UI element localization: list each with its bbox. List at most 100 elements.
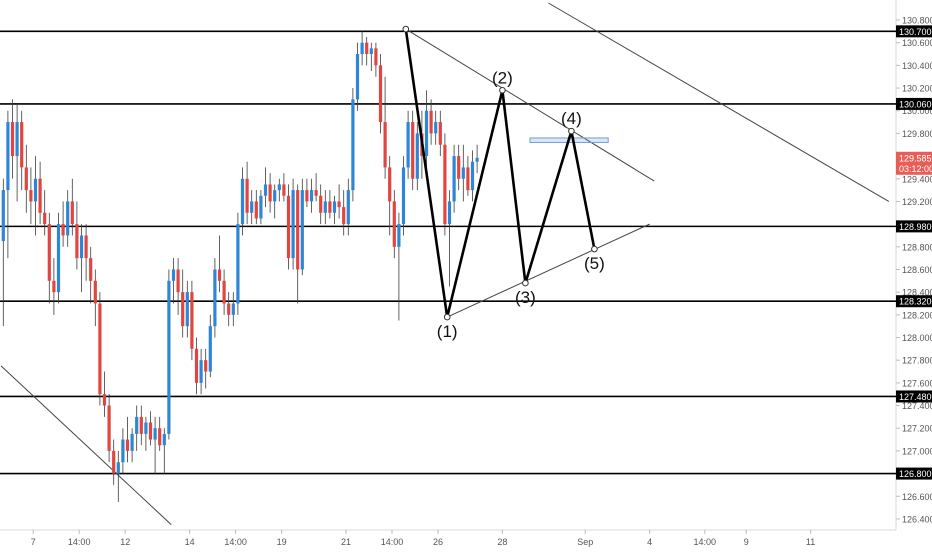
candle-body [411,122,415,179]
pattern-point [443,313,451,321]
candle-body [461,167,465,179]
level-badge-label: 130.060 [899,99,932,109]
candle-body [328,201,332,213]
x-tick-label: 14:00 [68,537,91,547]
candle-body [98,303,102,395]
x-tick-label: 14:00 [694,537,717,547]
candle-body [397,224,401,247]
candle-body [434,122,438,134]
candle-body [135,416,139,434]
candle-body [167,280,171,434]
pattern-label: (1) [437,322,458,341]
y-tick-label: 127.000 [902,446,932,456]
candle-body [406,122,410,168]
candle-body [263,184,268,196]
candle-body [245,178,249,213]
candle-body [323,201,327,213]
candle-body [158,428,162,446]
candle-body [185,292,189,327]
candle-body [56,224,61,293]
candle-body [314,190,318,196]
candle-body [240,178,245,225]
candle-body [360,42,364,55]
candle-body [457,156,461,179]
y-tick-label: 130.600 [902,38,932,48]
level-badge [896,467,932,480]
candle-body [10,122,15,157]
x-tick-label: 14:00 [224,537,247,547]
candle-body [52,280,56,293]
candle-body [383,122,387,168]
candle-body [24,167,28,191]
candle-body [332,201,337,213]
y-tick-label: 128.600 [902,265,932,275]
candle-body [79,235,84,259]
candle-body [388,167,392,202]
level-badge-label: 126.800 [899,469,932,479]
candle-body [107,405,111,451]
horizontal-levels [0,30,896,475]
wave-pattern: (1) (2) (3) (4) (5) [402,25,605,341]
candle-body [112,450,116,474]
trendline [446,223,650,318]
x-tick-label: 19 [277,537,287,547]
pattern-point [522,279,529,287]
candle-body [254,201,258,219]
candle-body [300,190,304,270]
pattern-point [402,25,410,33]
candle-body [102,394,107,406]
candle-body [199,360,203,383]
x-tick-label: 9 [744,537,749,547]
candle-body [429,110,433,134]
x-axis[interactable]: 7 14:00 12 14 14:00 19 21 14:00 26 28 Sep 4 14:00 9 11 [31,530,816,547]
y-tick-label: 128.400 [902,288,932,298]
candle-body [273,190,277,202]
candle-body [70,201,74,225]
candle-body [162,433,166,446]
y-tick-label: 129.200 [902,197,932,207]
y-tick-label: 129.800 [902,129,932,139]
candle-body [61,224,65,236]
candle-body [337,201,341,208]
candle-body [29,190,33,202]
candle-body [355,54,360,100]
y-axis[interactable]: 126.400 126.600 126.800 127.000 127.200 127.4… [896,16,932,525]
candle-body [342,207,346,225]
candle-body [33,178,38,202]
y-tick-label: 128.200 [902,310,932,320]
candle-body [121,439,125,463]
candle-body [365,42,369,55]
candle-body [236,224,240,304]
candle-body [222,280,226,304]
y-tick-label: 130.800 [902,16,932,26]
y-tick-label: 126.400 [902,514,932,524]
candle-body [346,190,350,225]
price-badges: 130.700 130.060 128.980 128.320 127.480 126.8… [896,25,932,480]
candle-body [305,190,309,202]
candle-body [176,269,180,293]
y-tick-label: 126.600 [902,492,932,502]
candle-body [296,190,300,270]
pattern-point [591,245,598,253]
x-tick-label: 14:00 [381,537,404,547]
y-tick-label: 127.800 [902,356,932,366]
x-tick-label: 14 [185,537,195,547]
candle-body [259,195,263,219]
candle-body [282,184,286,196]
candle-body [401,167,406,225]
candle-body [38,178,42,213]
x-tick-label: 28 [497,537,507,547]
candle-body [231,303,235,315]
y-tick-label: 130.200 [902,84,932,94]
candle-body [470,161,475,191]
pattern-path [404,28,596,318]
candle-body [204,360,208,372]
level-badge-label: 128.320 [899,297,932,307]
candle-body [148,422,153,440]
candle-body [213,269,217,327]
candle-body [378,65,383,123]
candle-body [415,133,419,179]
candle-body [93,280,97,304]
